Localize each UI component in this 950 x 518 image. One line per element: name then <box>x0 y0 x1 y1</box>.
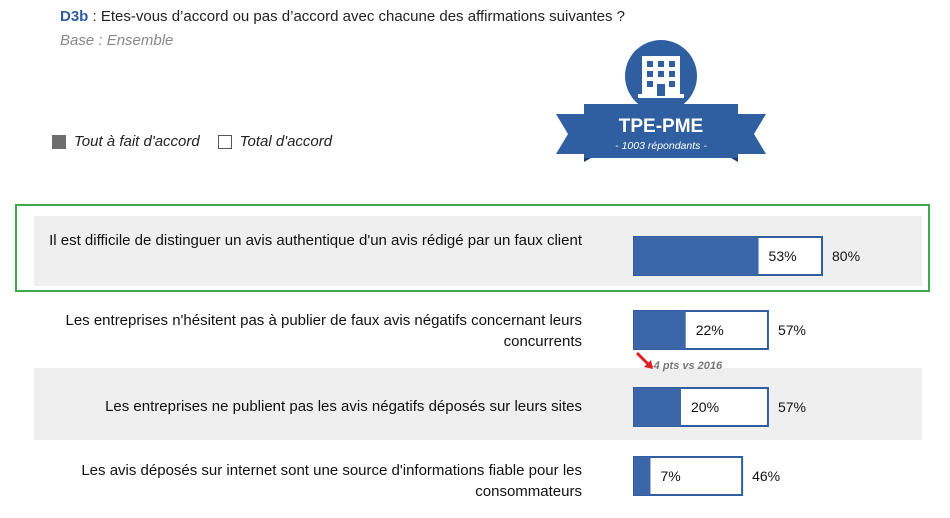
bar-chart: 53% 80% 22% 57% 20% 57% 7% 46% <box>633 236 860 496</box>
legend-swatch-full <box>52 134 66 149</box>
badge-panel <box>584 104 738 158</box>
data-label-total: 57% <box>778 399 806 415</box>
question-text: : Etes-vous d’accord ou pas d’accord ave… <box>88 8 626 25</box>
data-label-total: 46% <box>752 468 780 484</box>
legend: Tout à fait d'accord Total d'accord <box>52 133 332 150</box>
category-label: Les entreprises ne publient pas les avis… <box>105 398 582 415</box>
bar-full-agree <box>634 237 759 275</box>
data-label-full: 53% <box>769 248 797 264</box>
data-label-full: 20% <box>691 399 719 415</box>
change-note: -4 pts vs 2016 <box>650 360 722 372</box>
bar-full-agree <box>634 457 651 495</box>
badge-subtitle: - 1003 répondants - <box>615 140 707 152</box>
legend-swatch-total <box>217 134 232 149</box>
data-label-full: 22% <box>696 322 724 338</box>
bar-full-agree <box>634 311 686 349</box>
change-note-text: -4 pts vs 2016 <box>650 360 723 372</box>
legend-label-total: Total d'accord <box>239 133 333 150</box>
ribbon-right <box>738 114 766 154</box>
category-label: Les entreprises n'hésitent pas à publier… <box>65 312 582 350</box>
category-label: Les avis déposés sur internet sont une s… <box>81 462 582 500</box>
data-label-total: 80% <box>832 248 860 264</box>
question-code: D3b <box>60 8 89 25</box>
badge-title: TPE-PME <box>619 116 703 137</box>
data-label-full: 7% <box>660 468 680 484</box>
base-text: Base : Ensemble <box>60 32 174 49</box>
category-label: Il est difficile de distinguer un avis a… <box>49 232 582 249</box>
data-label-total: 57% <box>778 322 806 338</box>
bar-full-agree <box>634 388 681 426</box>
sample-badge: TPE-PME - 1003 répondants - <box>556 40 766 162</box>
highlight-box <box>15 204 930 292</box>
row-bg-3 <box>34 368 922 440</box>
red-arrow-icon <box>635 351 653 369</box>
legend-label-full: Tout à fait d'accord <box>74 133 200 150</box>
ribbon-left <box>556 114 584 154</box>
question-line: D3b : Etes-vous d’accord ou pas d’accord… <box>60 8 625 25</box>
